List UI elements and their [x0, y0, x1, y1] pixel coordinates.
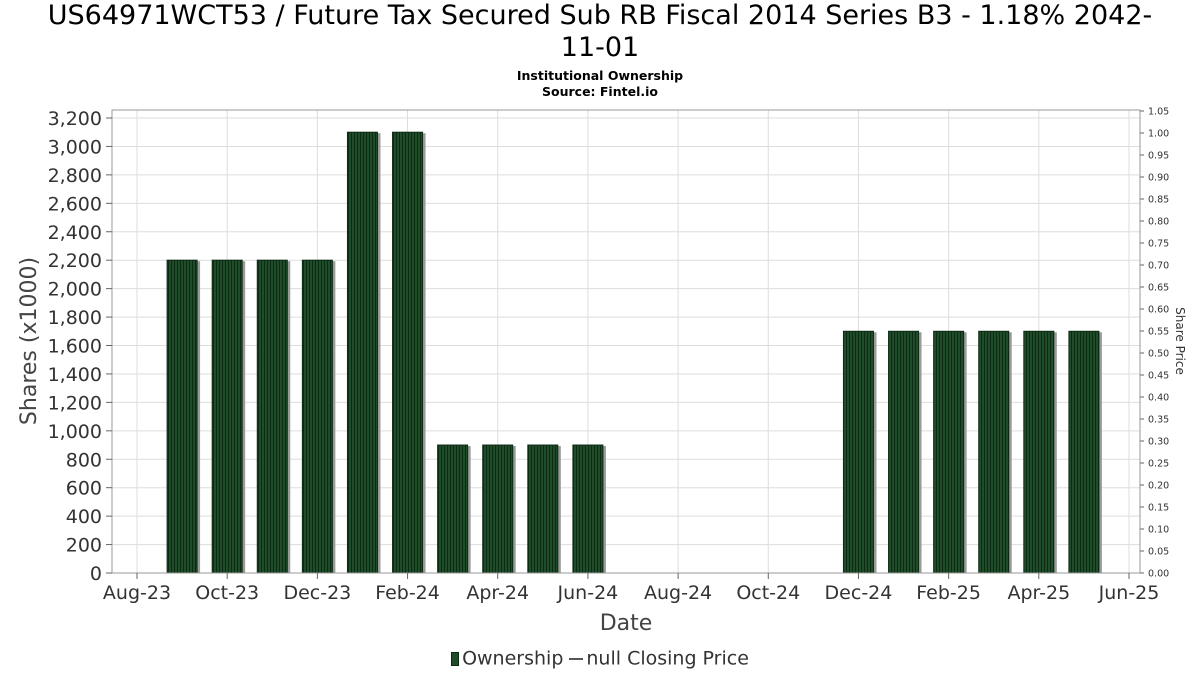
axes: 0 200 400 600 800 1,000 1,200 1,400 1,600 1,800 2,… — [48, 107, 1170, 605]
y-axis-label: Shares (x1000) — [17, 257, 42, 425]
y2-tick-label: 1.00 — [1148, 129, 1169, 140]
y-tick-label: 3,200 — [48, 108, 102, 130]
x-tick-label: Feb-24 — [375, 582, 440, 604]
y2-tick-label: 0.65 — [1148, 283, 1169, 294]
ownership-bar — [301, 259, 333, 574]
chart-title-line2: 11-01 — [560, 32, 640, 63]
y2-tick-label: 0.25 — [1148, 459, 1169, 470]
y2-tick-label: 0.70 — [1148, 261, 1169, 272]
y-tick-label: 2,200 — [48, 250, 102, 272]
ownership-bar — [1068, 330, 1100, 574]
y2-tick-label: 0.00 — [1148, 569, 1169, 580]
y-tick-label: 2,000 — [48, 279, 102, 301]
ownership-bar — [256, 259, 288, 574]
y2-tick-label: 0.35 — [1148, 415, 1169, 426]
y-tick-label: 1,400 — [48, 364, 102, 386]
ownership-bar — [482, 444, 514, 574]
x-axis-label: Date — [600, 611, 653, 636]
bars-group — [166, 131, 1102, 574]
y2-tick-label: 0.90 — [1148, 173, 1169, 184]
y-tick-label: 600 — [66, 478, 102, 500]
y2-tick-label: 0.60 — [1148, 305, 1169, 316]
y-tick-label: 1,600 — [48, 336, 102, 358]
ownership-bar — [978, 330, 1010, 574]
x-tick-label: Apr-25 — [1007, 582, 1070, 604]
price-line-icon — [569, 657, 584, 660]
subtitle-ownership: Institutional Ownership — [516, 68, 684, 83]
y2-tick-label: 0.05 — [1148, 547, 1169, 558]
ownership-bar — [211, 259, 243, 574]
y2-axis-label: Share Price — [1173, 307, 1187, 375]
y-tick-label: 400 — [66, 506, 102, 528]
ownership-swatch-icon — [451, 651, 460, 666]
x-tick-label: Feb-25 — [916, 582, 981, 604]
y2-tick-label: 0.95 — [1148, 151, 1169, 162]
ownership-bar — [572, 444, 604, 574]
y2-tick-label: 0.40 — [1148, 393, 1169, 404]
y-tick-label: 1,200 — [48, 392, 102, 414]
y2-tick-label: 0.55 — [1148, 327, 1169, 338]
y-tick-label: 200 — [66, 535, 102, 557]
y2-tick-label: 1.05 — [1148, 107, 1169, 118]
x-tick-label: Dec-24 — [825, 582, 893, 604]
ownership-bar — [166, 259, 198, 574]
x-tick-label: Oct-23 — [195, 582, 259, 604]
y-tick-label: 1,800 — [48, 307, 102, 329]
legend-price: null Closing Price — [586, 647, 749, 670]
legend: Ownership null Closing Price — [0, 647, 1200, 670]
y2-tick-label: 0.15 — [1148, 503, 1169, 514]
ownership-bar — [437, 444, 469, 574]
ownership-bar — [392, 131, 424, 574]
x-tick-label: Apr-24 — [466, 582, 529, 604]
y2-tick-label: 0.20 — [1148, 481, 1169, 492]
y-tick-label: 1,000 — [48, 421, 102, 443]
y-tick-label: 0 — [90, 563, 102, 585]
y2-tick-label: 0.45 — [1148, 371, 1169, 382]
y2-tick-label: 0.50 — [1148, 349, 1169, 360]
x-tick-label: Jun-25 — [1098, 582, 1160, 604]
ownership-bar — [888, 330, 920, 574]
ownership-bar — [933, 330, 965, 574]
subtitle-source: Source: Fintel.io — [542, 84, 658, 99]
chart-title: US64971WCT53 / Future Tax Secured Sub RB… — [0, 0, 1200, 64]
ownership-bar — [1023, 330, 1055, 574]
y2-tick-label: 0.85 — [1148, 195, 1169, 206]
y2-tick-label: 0.30 — [1148, 437, 1169, 448]
x-tick-label: Jun-24 — [557, 582, 619, 604]
y-tick-label: 2,800 — [48, 165, 102, 187]
plot-area — [111, 109, 1141, 574]
y-tick-label: 800 — [66, 449, 102, 471]
y-tick-label: 2,400 — [48, 222, 102, 244]
x-tick-label: Aug-23 — [103, 582, 171, 604]
x-tick-label: Aug-24 — [644, 582, 712, 604]
y-tick-label: 2,600 — [48, 193, 102, 215]
ownership-bar — [527, 444, 559, 574]
y-tick-label: 3,000 — [48, 136, 102, 158]
x-tick-label: Dec-23 — [283, 582, 351, 604]
y2-tick-label: 0.75 — [1148, 239, 1169, 250]
x-tick-label: Oct-24 — [736, 582, 800, 604]
chart-title-line1: US64971WCT53 / Future Tax Secured Sub RB… — [47, 0, 1153, 31]
ownership-bar — [842, 330, 874, 574]
y2-tick-label: 0.80 — [1148, 217, 1169, 228]
chart-subtitle: Institutional Ownership Source: Fintel.i… — [0, 68, 1200, 100]
legend-ownership: Ownership — [462, 647, 564, 670]
y2-tick-label: 0.10 — [1148, 525, 1169, 536]
ownership-bar — [346, 131, 378, 574]
